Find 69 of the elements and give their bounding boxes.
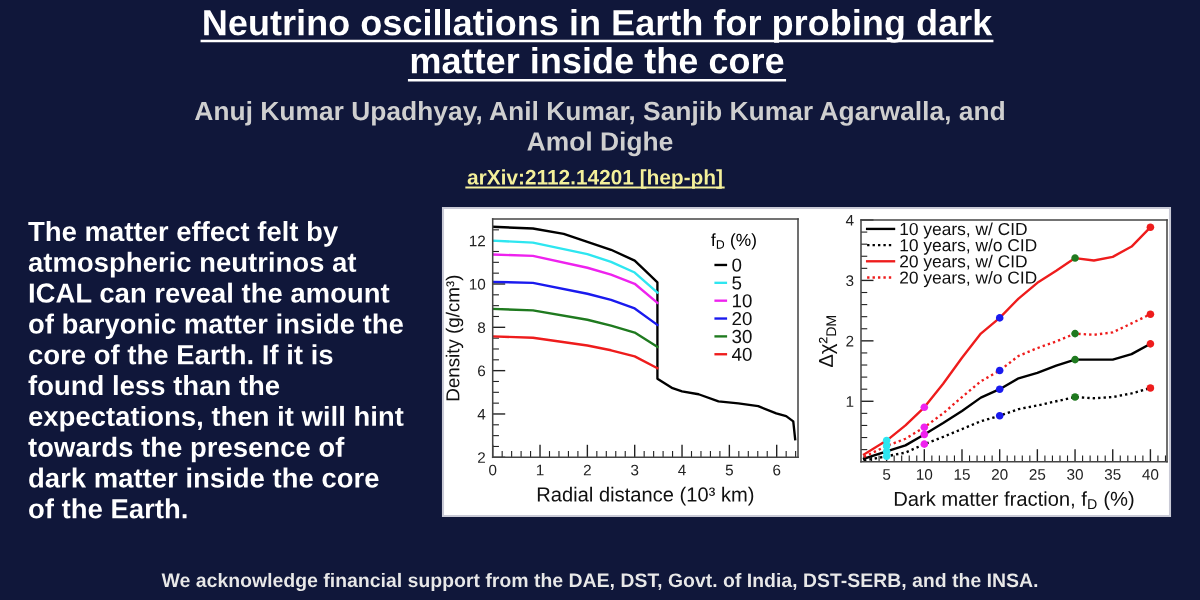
legend-label: 20 <box>732 312 752 326</box>
text: Anuj Kumar Upadhyay, Anil Kumar, Sanjib Kumar Agarwalla, and Amol Dighe <box>194 101 1004 157</box>
point <box>920 403 929 412</box>
y-axis-title: Δχ²$_{DM}$ <box>818 315 838 368</box>
legend-label: 20 years, w/o CID <box>900 270 1037 288</box>
point <box>1146 310 1155 319</box>
point <box>920 430 929 439</box>
line-series <box>492 335 659 370</box>
x-tick-label: 0 <box>489 464 497 476</box>
y-tick-label: 2 <box>846 335 854 347</box>
x-tick-label: 10 <box>916 469 933 480</box>
x-tick-label: 4 <box>678 464 686 476</box>
legend-label: 0 <box>732 258 742 272</box>
x-tick-label: 20 <box>991 469 1008 480</box>
line-series <box>492 280 659 327</box>
line-series <box>492 225 797 441</box>
point <box>995 314 1004 322</box>
x-tick-label: 1 <box>536 464 544 476</box>
point <box>920 440 929 448</box>
legend-label: 30 <box>732 329 752 344</box>
x-tick-label: 15 <box>954 469 970 480</box>
text: Neutrino oscillations in Earth for probing dark matter inside the core <box>204 9 993 74</box>
legend-label: 40 <box>731 347 752 361</box>
x-tick-label: 30 <box>1067 469 1083 480</box>
y-tick-label: 12 <box>469 235 485 247</box>
legend-label: 5 <box>732 276 742 290</box>
line-series <box>492 307 659 348</box>
y-tick-label: 2 <box>478 452 485 463</box>
legend-label: 20 years, w/ CID <box>900 254 1027 271</box>
x-tick-label: 40 <box>1142 469 1159 480</box>
y-tick-label: 8 <box>477 322 486 333</box>
point <box>1071 329 1079 338</box>
y-tick-label: 3 <box>846 275 854 287</box>
x-tick-label: 3 <box>631 464 639 476</box>
point <box>1146 223 1155 232</box>
legend-label: 10 years, w/ CID <box>900 222 1027 239</box>
x-tick-label: 2 <box>583 464 591 476</box>
x-tick-label: 5 <box>725 464 733 476</box>
y-axis-title: Density (g/cm³) <box>445 275 464 401</box>
x-tick-label: 25 <box>1029 469 1046 480</box>
point <box>995 366 1004 375</box>
point <box>1146 384 1155 392</box>
point <box>920 423 929 432</box>
y-tick-label: 1 <box>846 396 854 407</box>
y-tick-label: 4 <box>477 409 486 420</box>
x-tick-label: 5 <box>882 469 891 480</box>
line-series <box>492 239 659 294</box>
text: The matter effect felt by atmospheric neutrinos at ICAL can reveal the amount of baryonic matter inside the core of the Earth. If it is found less than the expectations, then it will hint towards the presence of dark matter inside the core of the Earth. <box>28 221 404 519</box>
x-axis-title: Dark matter fraction, f$_{D}$ (%) <box>894 491 1134 510</box>
legend-label: 10 <box>732 294 752 308</box>
point <box>1071 254 1079 262</box>
point <box>1071 355 1079 364</box>
y-tick-label: 6 <box>478 365 486 377</box>
legend-label: 10 years, w/o CID <box>900 238 1037 255</box>
point <box>995 411 1004 420</box>
legend-title: f$_{D}$ (%) <box>711 233 756 250</box>
text: arXiv:2112.14201 [hep-ph] <box>467 169 722 189</box>
point <box>1071 393 1079 401</box>
text: We acknowledge financial support from the DAE, DST, Govt. of India, DST-SERB, and the INSA. <box>161 572 1038 592</box>
y-tick-label: 10 <box>469 278 486 290</box>
x-axis-title: Radial distance (10³ km) <box>537 486 754 506</box>
point <box>882 452 891 461</box>
point <box>995 385 1004 393</box>
point <box>1146 340 1155 348</box>
x-tick-label: 6 <box>773 464 781 476</box>
y-tick-label: 4 <box>845 215 854 226</box>
point <box>882 442 891 450</box>
line-series <box>492 253 659 305</box>
x-tick-label: 35 <box>1104 469 1121 480</box>
